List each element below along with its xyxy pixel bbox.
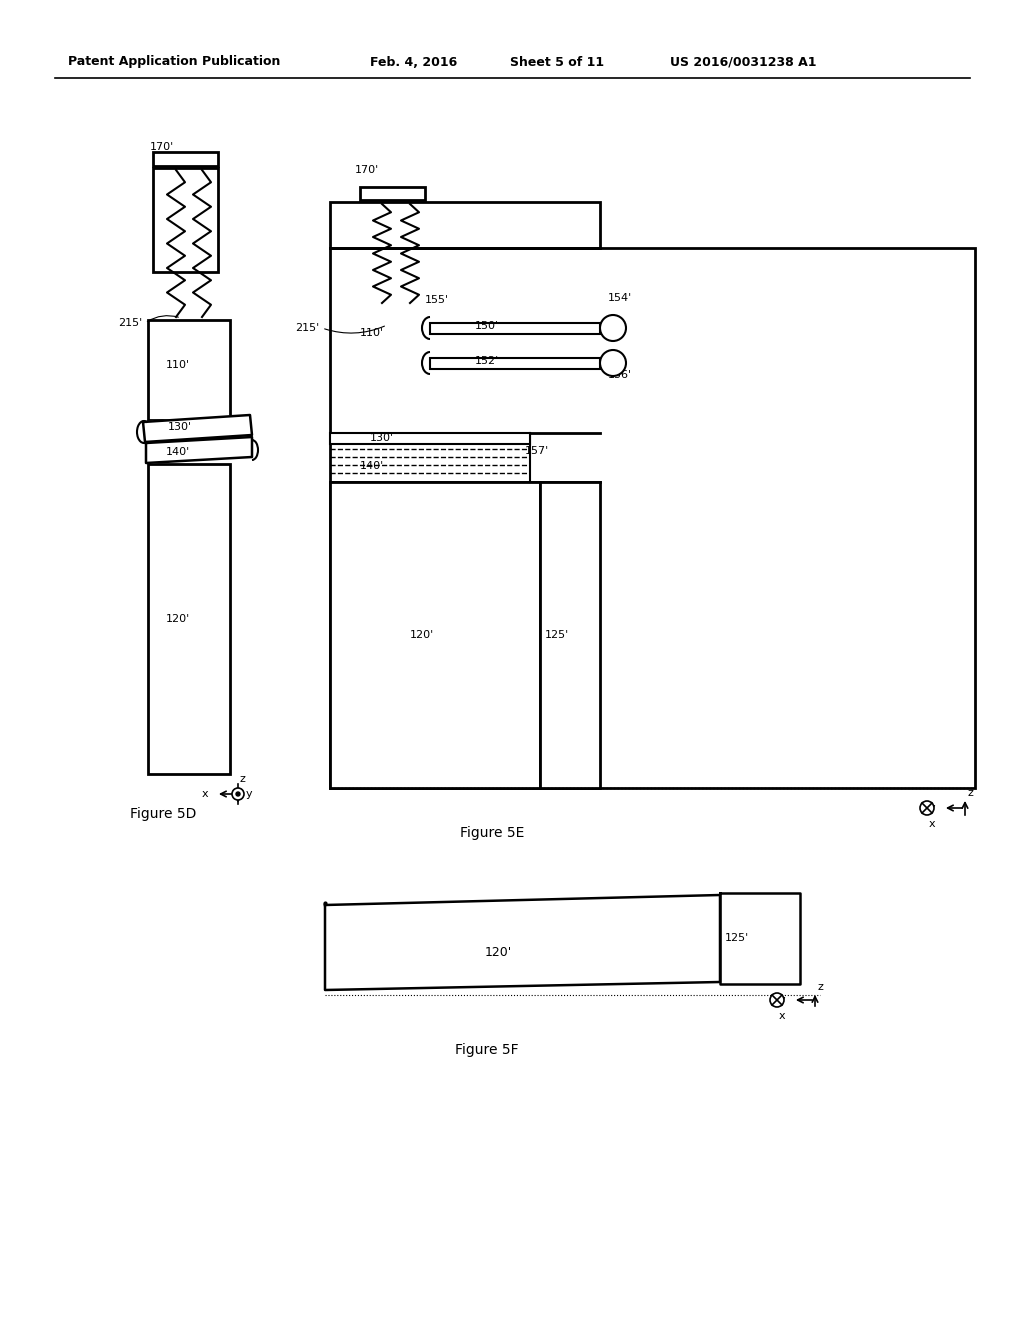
Text: y: y	[778, 995, 785, 1005]
Circle shape	[770, 993, 784, 1007]
Text: 120': 120'	[410, 630, 434, 640]
Bar	[330, 248, 975, 788]
Bar	[360, 187, 425, 201]
Text: Figure 5F: Figure 5F	[455, 1043, 518, 1057]
Bar	[153, 152, 218, 166]
Text: Figure 5E: Figure 5E	[460, 826, 524, 840]
Text: 140': 140'	[166, 447, 190, 457]
Text: z: z	[968, 788, 974, 799]
Text: 140': 140'	[360, 461, 384, 471]
Text: y: y	[929, 803, 935, 813]
Text: 125': 125'	[545, 630, 569, 640]
Text: 125': 125'	[725, 933, 750, 942]
Bar	[148, 465, 230, 774]
Text: 154': 154'	[608, 293, 632, 304]
Text: x: x	[929, 818, 936, 829]
Text: 215': 215'	[295, 323, 319, 333]
Text: 130': 130'	[168, 422, 193, 432]
Text: 152': 152'	[475, 356, 500, 366]
Circle shape	[600, 315, 626, 341]
Text: 170': 170'	[150, 143, 174, 152]
Text: x: x	[202, 789, 208, 799]
Text: 150': 150'	[475, 321, 499, 331]
Text: 110': 110'	[166, 360, 190, 370]
Text: 155': 155'	[425, 294, 450, 305]
Polygon shape	[720, 894, 800, 983]
Text: y: y	[246, 789, 253, 799]
Polygon shape	[146, 437, 252, 463]
Circle shape	[232, 788, 244, 800]
Polygon shape	[143, 414, 252, 442]
Text: 170': 170'	[355, 165, 379, 176]
Text: Patent Application Publication: Patent Application Publication	[68, 55, 281, 69]
Bar	[148, 319, 230, 420]
Bar	[430, 358, 600, 370]
Text: z: z	[817, 982, 823, 993]
Text: x: x	[779, 1011, 785, 1020]
Text: 156': 156'	[608, 370, 632, 380]
Bar	[330, 202, 600, 248]
Text: Sheet 5 of 11: Sheet 5 of 11	[510, 55, 604, 69]
Text: US 2016/0031238 A1: US 2016/0031238 A1	[670, 55, 816, 69]
Bar	[430, 323, 600, 334]
Text: 110': 110'	[360, 327, 384, 338]
Text: 215': 215'	[118, 318, 142, 327]
Circle shape	[600, 350, 626, 376]
Text: z: z	[240, 774, 246, 784]
Bar	[153, 168, 218, 272]
Bar	[330, 433, 530, 444]
Text: 120': 120'	[485, 945, 512, 958]
Circle shape	[920, 801, 934, 814]
Text: 157': 157'	[525, 446, 549, 455]
Bar	[540, 482, 600, 788]
Text: 130': 130'	[370, 433, 394, 444]
Text: 120': 120'	[166, 614, 190, 624]
Circle shape	[236, 792, 240, 796]
Text: Feb. 4, 2016: Feb. 4, 2016	[370, 55, 458, 69]
Bar	[330, 482, 540, 788]
Polygon shape	[325, 895, 720, 990]
Text: Figure 5D: Figure 5D	[130, 807, 197, 821]
